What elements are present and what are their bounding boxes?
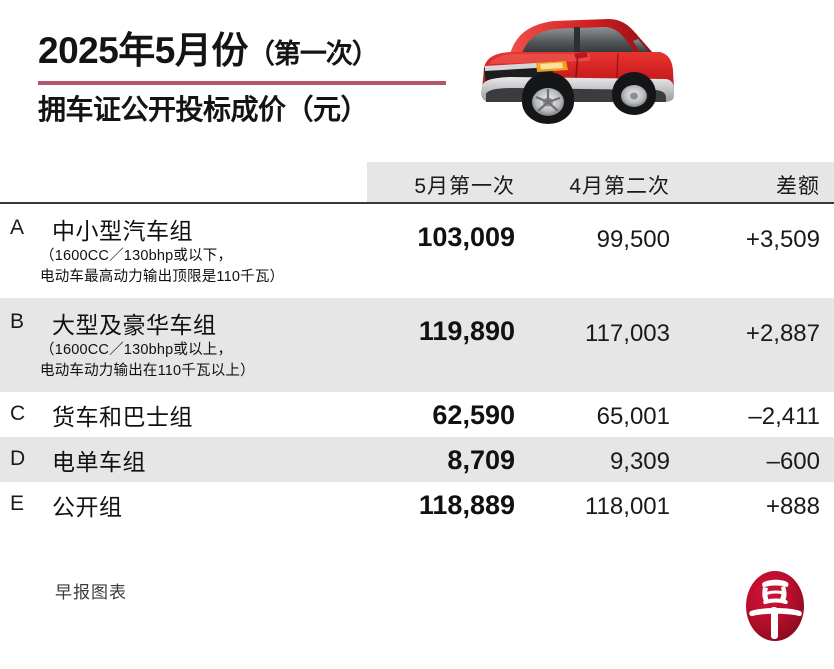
row-label: 电单车组 [52,449,146,475]
red-suv-icon [470,6,700,128]
row-value-col1: 8,709 [447,445,515,475]
row-value-col3: –2,411 [748,403,820,430]
row-letter: D [10,447,26,470]
row-letter: E [10,492,25,515]
chart-footer: 早报图表 [0,560,834,669]
row-label: 货车和巴士组 [52,404,193,430]
row-value-col3: –600 [766,448,820,475]
row-label: 大型及豪华车组 [52,312,217,338]
row-note: （1600CC／130bhp或以下， 电动车最高动力输出顶限是110千瓦） [40,248,285,285]
row-value-col1: 62,590 [432,400,515,430]
table-row: E 公开组 118,889 118,001 +888 [0,482,834,527]
table-row: C 货车和巴士组 62,590 65,001 –2,411 [0,392,834,437]
coe-results-table: 5月第一次 4月第二次 差额 A 中小型汽车组 （1600CC／130bhp或以… [0,162,834,527]
row-value-col3: +3,509 [745,226,820,253]
source-credit: 早报图表 [55,583,127,602]
page-title: 2025年5月份（第一次） [38,28,458,77]
column-header-col2: 4月第二次 [569,175,670,198]
row-value-col2: 65,001 [596,403,670,430]
row-value-col1: 103,009 [417,222,515,252]
row-value-col2: 118,001 [585,493,670,520]
column-header-col1: 5月第一次 [414,175,515,198]
row-value-col2: 9,309 [609,448,670,475]
row-letter: A [10,216,25,239]
zaobao-logo-icon [744,568,806,644]
page-title-text: 2025年5月份 [38,30,248,71]
title-block: 2025年5月份（第一次） 拥车证公开投标成价（元） [38,28,458,128]
row-note: （1600CC／130bhp或以上， 电动车动力输出在110千瓦以上） [40,342,255,379]
table-top-rule [0,202,834,204]
row-value-col3: +2,887 [745,320,820,347]
row-value-col2: 99,500 [596,226,670,253]
page-title-suffix: （第一次） [247,39,379,69]
row-letter: B [10,310,25,333]
row-letter: C [10,402,26,425]
row-value-col2: 117,003 [585,320,670,347]
title-underline [38,81,446,85]
row-label: 公开组 [52,494,123,520]
table-row: B 大型及豪华车组 （1600CC／130bhp或以上， 电动车动力输出在110… [0,298,834,392]
column-header-col3: 差额 [776,175,820,198]
row-value-col1: 118,889 [418,490,515,520]
row-value-col3: +888 [765,493,820,520]
header-shade [367,162,834,202]
chart-header: 2025年5月份（第一次） 拥车证公开投标成价（元） [0,0,834,150]
row-value-col1: 119,890 [418,316,515,346]
table-row: D 电单车组 8,709 9,309 –600 [0,437,834,482]
table-row: A 中小型汽车组 （1600CC／130bhp或以下， 电动车最高动力输出顶限是… [0,204,834,298]
row-label: 中小型汽车组 [52,218,193,244]
page-subtitle: 拥车证公开投标成价（元） [38,94,369,125]
table-header-row: 5月第一次 4月第二次 差额 [0,162,834,202]
